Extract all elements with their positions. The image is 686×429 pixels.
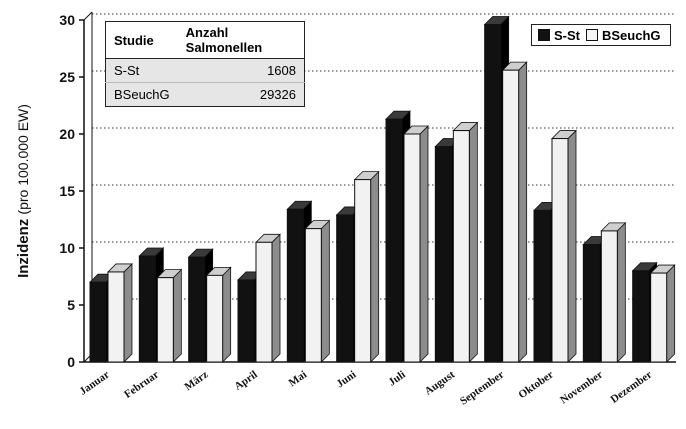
bar-S-St [138, 255, 156, 363]
bar-side [370, 170, 380, 363]
bar-side [320, 219, 330, 363]
bar-side [518, 61, 528, 363]
category-label: Februar [122, 369, 161, 401]
depth-edge [83, 11, 93, 21]
category-label: August [423, 368, 458, 397]
y-tick-label: 0 [67, 354, 75, 370]
table-header: Studie [105, 21, 178, 59]
y-axis-label: Inzidenz (pro 100.000 EW) [15, 104, 32, 278]
category-label: Mai [287, 369, 309, 390]
category-label: März [182, 369, 210, 394]
bar-side [172, 268, 182, 363]
bar-BSeuchG [551, 138, 569, 363]
y-tick-label: 15 [59, 183, 75, 199]
table-cell: 1608 [177, 58, 305, 83]
bar-side [567, 129, 577, 363]
legend-swatch [538, 29, 550, 41]
table-cell: S-St [105, 58, 178, 83]
table-row: S-St 1608 [105, 58, 305, 83]
legend: S-St BSeuchG [531, 24, 671, 46]
bar-S-St [533, 209, 551, 363]
bar-S-St [434, 146, 452, 363]
legend-swatch [586, 29, 598, 41]
bar-S-St [484, 24, 502, 363]
category-label: Januar [77, 369, 112, 398]
y-tick-label: 25 [59, 69, 75, 85]
table-row: BSeuchG 29326 [105, 82, 305, 107]
bar-BSeuchG [452, 130, 470, 363]
bar-BSeuchG [354, 179, 372, 363]
y-tick-label: 30 [59, 12, 75, 28]
bar-side [468, 121, 478, 363]
y-tick-label: 5 [67, 297, 75, 313]
bar-side [666, 264, 676, 363]
category-label: April [232, 369, 259, 393]
category-label: September [458, 369, 507, 408]
bar-S-St [188, 256, 206, 363]
legend-label: BSeuchG [602, 27, 661, 43]
bar-S-St [89, 281, 107, 363]
legend-label: S-St [554, 27, 580, 43]
bar-BSeuchG [304, 228, 322, 363]
category-label: November [558, 369, 605, 407]
bar-side [123, 262, 133, 363]
y-tick-label: 20 [59, 126, 75, 142]
bar-S-St [582, 244, 600, 363]
study-table: Studie Anzahl Salmonellen S-St 1608 BSeu… [105, 21, 305, 107]
legend-item: S-St [538, 28, 580, 43]
bar-S-St [632, 270, 650, 363]
bar-S-St [286, 208, 304, 363]
bar-side [271, 233, 281, 363]
table-header-row: Studie Anzahl Salmonellen [105, 21, 305, 59]
bar-side [222, 266, 232, 363]
bar-BSeuchG [107, 271, 125, 363]
bar-BSeuchG [403, 133, 421, 363]
bar-BSeuchG [206, 274, 224, 363]
bar-BSeuchG [502, 69, 520, 363]
y-tick-label: 10 [59, 240, 75, 256]
bar-BSeuchG [650, 272, 668, 363]
bar-BSeuchG [600, 230, 618, 363]
bar-S-St [385, 118, 403, 363]
category-label: Juli [386, 369, 407, 389]
category-label: Juni [334, 369, 358, 391]
bar-side [616, 221, 626, 363]
bar-S-St [237, 279, 255, 363]
bar-BSeuchG [156, 277, 174, 363]
category-label: Oktober [516, 369, 556, 402]
table-cell: BSeuchG [105, 82, 178, 107]
bar-S-St [336, 214, 354, 363]
bar-BSeuchG [255, 241, 273, 363]
table-cell: 29326 [177, 82, 305, 107]
bar-side [419, 125, 429, 363]
table-header: Anzahl Salmonellen [177, 21, 305, 59]
legend-item: BSeuchG [586, 28, 661, 43]
category-label: Dezember [608, 369, 654, 406]
